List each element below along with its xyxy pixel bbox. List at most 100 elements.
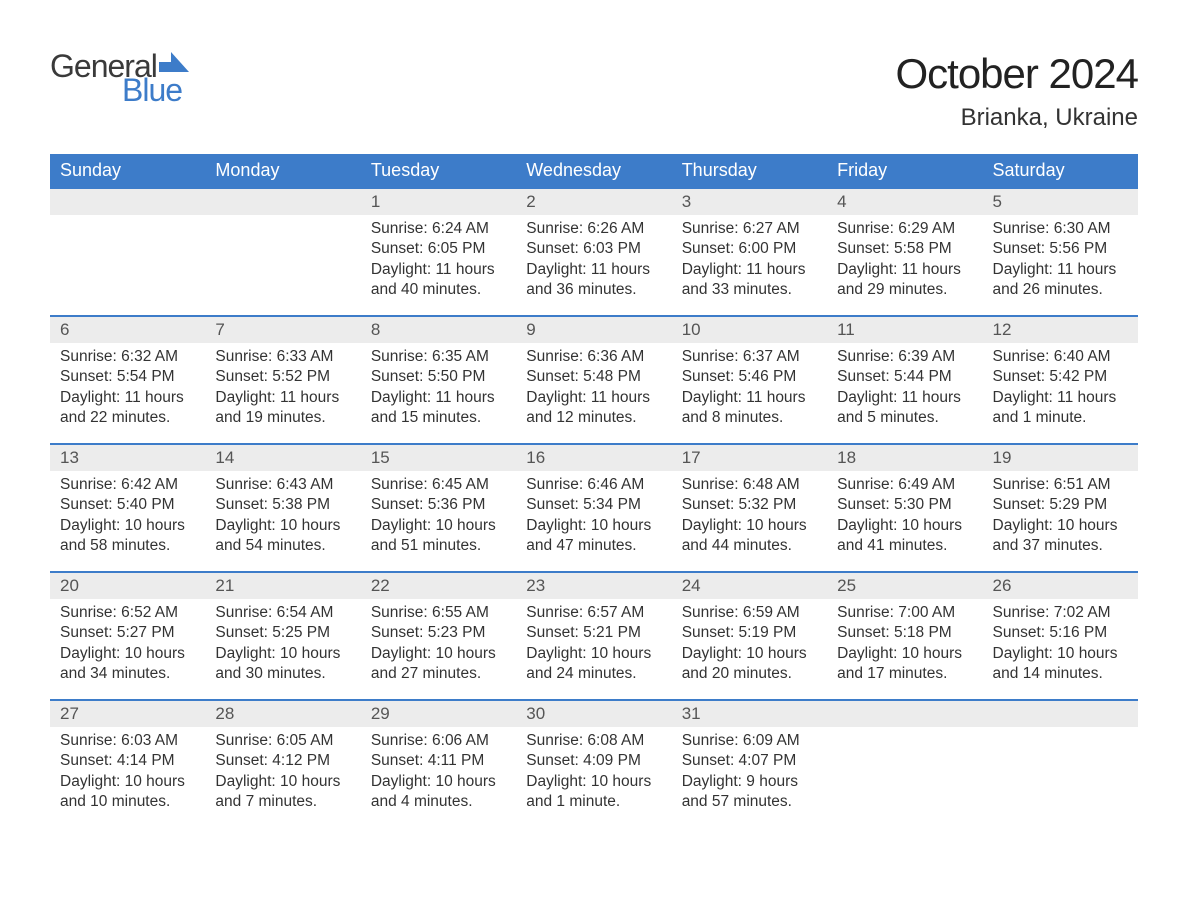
weekday-header: Monday bbox=[205, 154, 360, 188]
calendar-day-cell: 16Sunrise: 6:46 AMSunset: 5:34 PMDayligh… bbox=[516, 444, 671, 572]
calendar-week-row: 1Sunrise: 6:24 AMSunset: 6:05 PMDaylight… bbox=[50, 188, 1138, 316]
day-d1: Daylight: 11 hours bbox=[837, 260, 972, 280]
day-number: 13 bbox=[50, 445, 205, 471]
day-details: Sunrise: 6:32 AMSunset: 5:54 PMDaylight:… bbox=[50, 343, 205, 433]
day-details: Sunrise: 6:39 AMSunset: 5:44 PMDaylight:… bbox=[827, 343, 982, 433]
day-number: 24 bbox=[672, 573, 827, 599]
day-details: Sunrise: 6:48 AMSunset: 5:32 PMDaylight:… bbox=[672, 471, 827, 561]
day-d1: Daylight: 11 hours bbox=[371, 388, 506, 408]
calendar-day-cell: 2Sunrise: 6:26 AMSunset: 6:03 PMDaylight… bbox=[516, 188, 671, 316]
day-d2: and 54 minutes. bbox=[215, 536, 350, 556]
weekday-header: Saturday bbox=[983, 154, 1138, 188]
day-d1: Daylight: 10 hours bbox=[993, 516, 1128, 536]
calendar-day-cell: 18Sunrise: 6:49 AMSunset: 5:30 PMDayligh… bbox=[827, 444, 982, 572]
day-number bbox=[205, 189, 360, 215]
calendar-week-row: 6Sunrise: 6:32 AMSunset: 5:54 PMDaylight… bbox=[50, 316, 1138, 444]
day-sunset: Sunset: 5:48 PM bbox=[526, 367, 661, 387]
calendar-body: 1Sunrise: 6:24 AMSunset: 6:05 PMDaylight… bbox=[50, 188, 1138, 828]
day-details: Sunrise: 6:08 AMSunset: 4:09 PMDaylight:… bbox=[516, 727, 671, 817]
day-d2: and 27 minutes. bbox=[371, 664, 506, 684]
day-sunrise: Sunrise: 6:06 AM bbox=[371, 731, 506, 751]
day-d2: and 20 minutes. bbox=[682, 664, 817, 684]
day-details: Sunrise: 6:24 AMSunset: 6:05 PMDaylight:… bbox=[361, 215, 516, 305]
day-d2: and 14 minutes. bbox=[993, 664, 1128, 684]
weekday-header: Sunday bbox=[50, 154, 205, 188]
day-d2: and 34 minutes. bbox=[60, 664, 195, 684]
calendar-day-cell: 31Sunrise: 6:09 AMSunset: 4:07 PMDayligh… bbox=[672, 700, 827, 828]
day-number bbox=[983, 701, 1138, 727]
day-sunrise: Sunrise: 6:35 AM bbox=[371, 347, 506, 367]
calendar-day-cell: 13Sunrise: 6:42 AMSunset: 5:40 PMDayligh… bbox=[50, 444, 205, 572]
day-number: 28 bbox=[205, 701, 360, 727]
calendar-day-cell: 12Sunrise: 6:40 AMSunset: 5:42 PMDayligh… bbox=[983, 316, 1138, 444]
day-sunset: Sunset: 5:18 PM bbox=[837, 623, 972, 643]
calendar-day-cell: 28Sunrise: 6:05 AMSunset: 4:12 PMDayligh… bbox=[205, 700, 360, 828]
day-sunset: Sunset: 6:03 PM bbox=[526, 239, 661, 259]
day-sunrise: Sunrise: 6:32 AM bbox=[60, 347, 195, 367]
day-details: Sunrise: 6:55 AMSunset: 5:23 PMDaylight:… bbox=[361, 599, 516, 689]
day-d2: and 33 minutes. bbox=[682, 280, 817, 300]
calendar-week-row: 27Sunrise: 6:03 AMSunset: 4:14 PMDayligh… bbox=[50, 700, 1138, 828]
day-sunrise: Sunrise: 6:40 AM bbox=[993, 347, 1128, 367]
day-sunrise: Sunrise: 6:30 AM bbox=[993, 219, 1128, 239]
day-d2: and 36 minutes. bbox=[526, 280, 661, 300]
day-sunset: Sunset: 5:19 PM bbox=[682, 623, 817, 643]
day-sunrise: Sunrise: 6:57 AM bbox=[526, 603, 661, 623]
day-details: Sunrise: 6:49 AMSunset: 5:30 PMDaylight:… bbox=[827, 471, 982, 561]
day-d1: Daylight: 10 hours bbox=[371, 516, 506, 536]
day-sunrise: Sunrise: 6:48 AM bbox=[682, 475, 817, 495]
day-sunset: Sunset: 5:29 PM bbox=[993, 495, 1128, 515]
day-details: Sunrise: 6:33 AMSunset: 5:52 PMDaylight:… bbox=[205, 343, 360, 433]
day-number: 26 bbox=[983, 573, 1138, 599]
calendar-day-cell: 1Sunrise: 6:24 AMSunset: 6:05 PMDaylight… bbox=[361, 188, 516, 316]
day-sunset: Sunset: 5:56 PM bbox=[993, 239, 1128, 259]
day-number bbox=[50, 189, 205, 215]
day-d2: and 4 minutes. bbox=[371, 792, 506, 812]
day-details: Sunrise: 6:42 AMSunset: 5:40 PMDaylight:… bbox=[50, 471, 205, 561]
day-details: Sunrise: 6:36 AMSunset: 5:48 PMDaylight:… bbox=[516, 343, 671, 433]
calendar-day-cell: 7Sunrise: 6:33 AMSunset: 5:52 PMDaylight… bbox=[205, 316, 360, 444]
day-sunrise: Sunrise: 6:45 AM bbox=[371, 475, 506, 495]
day-sunrise: Sunrise: 6:54 AM bbox=[215, 603, 350, 623]
day-d1: Daylight: 10 hours bbox=[993, 644, 1128, 664]
day-sunset: Sunset: 5:34 PM bbox=[526, 495, 661, 515]
day-sunrise: Sunrise: 6:36 AM bbox=[526, 347, 661, 367]
logo-text-blue: Blue bbox=[122, 74, 189, 106]
day-d2: and 19 minutes. bbox=[215, 408, 350, 428]
day-d2: and 8 minutes. bbox=[682, 408, 817, 428]
day-sunrise: Sunrise: 6:59 AM bbox=[682, 603, 817, 623]
day-d2: and 58 minutes. bbox=[60, 536, 195, 556]
day-number: 9 bbox=[516, 317, 671, 343]
day-number: 25 bbox=[827, 573, 982, 599]
day-sunrise: Sunrise: 6:46 AM bbox=[526, 475, 661, 495]
day-d2: and 37 minutes. bbox=[993, 536, 1128, 556]
day-sunrise: Sunrise: 6:37 AM bbox=[682, 347, 817, 367]
location-subtitle: Brianka, Ukraine bbox=[895, 104, 1138, 132]
day-sunset: Sunset: 6:05 PM bbox=[371, 239, 506, 259]
weekday-header: Tuesday bbox=[361, 154, 516, 188]
day-details: Sunrise: 6:43 AMSunset: 5:38 PMDaylight:… bbox=[205, 471, 360, 561]
day-sunset: Sunset: 6:00 PM bbox=[682, 239, 817, 259]
day-d1: Daylight: 10 hours bbox=[215, 644, 350, 664]
day-sunset: Sunset: 5:16 PM bbox=[993, 623, 1128, 643]
day-d2: and 57 minutes. bbox=[682, 792, 817, 812]
day-d2: and 5 minutes. bbox=[837, 408, 972, 428]
calendar-day-cell: 14Sunrise: 6:43 AMSunset: 5:38 PMDayligh… bbox=[205, 444, 360, 572]
day-details: Sunrise: 6:37 AMSunset: 5:46 PMDaylight:… bbox=[672, 343, 827, 433]
day-details: Sunrise: 6:59 AMSunset: 5:19 PMDaylight:… bbox=[672, 599, 827, 689]
day-details: Sunrise: 6:51 AMSunset: 5:29 PMDaylight:… bbox=[983, 471, 1138, 561]
day-sunset: Sunset: 5:30 PM bbox=[837, 495, 972, 515]
calendar-day-cell: 21Sunrise: 6:54 AMSunset: 5:25 PMDayligh… bbox=[205, 572, 360, 700]
day-number: 31 bbox=[672, 701, 827, 727]
day-sunset: Sunset: 5:23 PM bbox=[371, 623, 506, 643]
day-sunset: Sunset: 5:58 PM bbox=[837, 239, 972, 259]
day-d2: and 22 minutes. bbox=[60, 408, 195, 428]
day-sunrise: Sunrise: 6:09 AM bbox=[682, 731, 817, 751]
day-d1: Daylight: 9 hours bbox=[682, 772, 817, 792]
day-details: Sunrise: 6:30 AMSunset: 5:56 PMDaylight:… bbox=[983, 215, 1138, 305]
day-d1: Daylight: 10 hours bbox=[60, 772, 195, 792]
day-number: 3 bbox=[672, 189, 827, 215]
day-number: 17 bbox=[672, 445, 827, 471]
calendar-week-row: 20Sunrise: 6:52 AMSunset: 5:27 PMDayligh… bbox=[50, 572, 1138, 700]
calendar-day-cell: 11Sunrise: 6:39 AMSunset: 5:44 PMDayligh… bbox=[827, 316, 982, 444]
